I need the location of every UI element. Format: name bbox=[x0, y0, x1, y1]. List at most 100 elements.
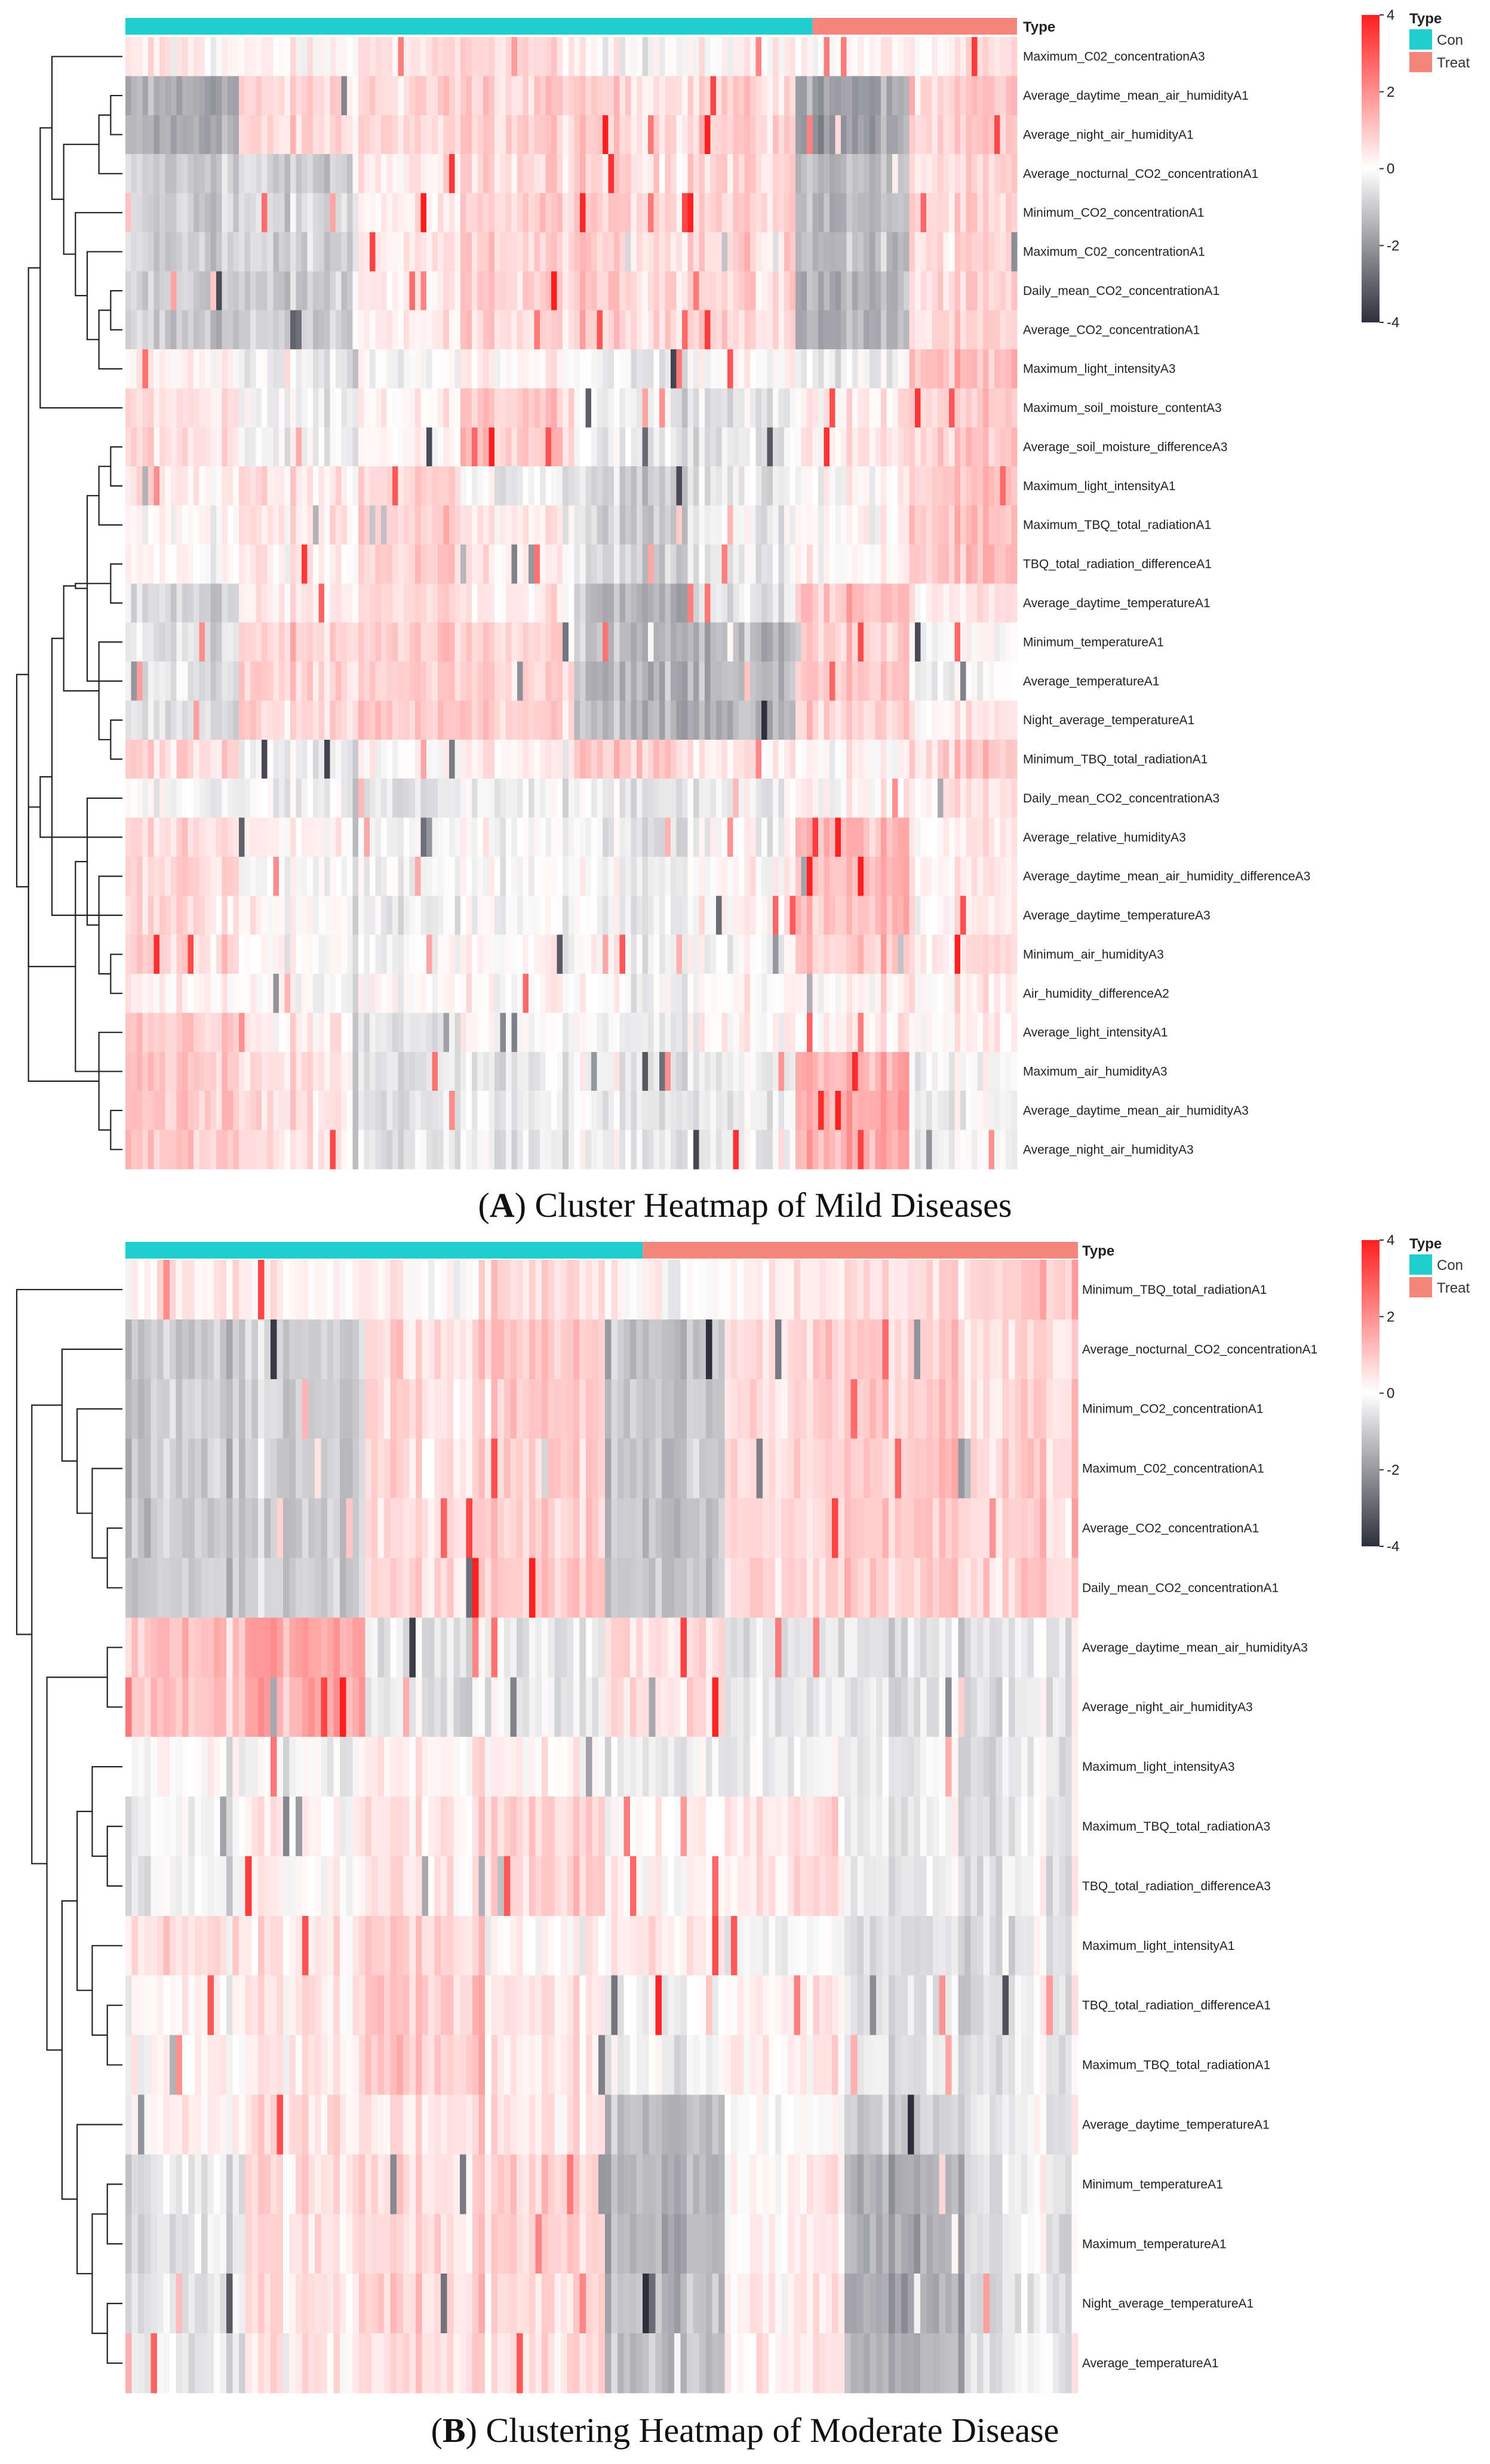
heatmap-cell bbox=[954, 1013, 961, 1053]
heatmap-cell bbox=[386, 154, 393, 194]
heatmap-cell bbox=[631, 271, 637, 311]
heatmap-cell bbox=[398, 974, 404, 1014]
heatmap-cell bbox=[262, 76, 268, 116]
heatmap-cell bbox=[414, 662, 422, 702]
heatmap-cell bbox=[795, 974, 802, 1014]
heatmap-cell bbox=[346, 1051, 353, 1091]
heatmap-cell bbox=[352, 427, 359, 467]
heatmap-cell bbox=[613, 427, 620, 467]
heatmap-cell bbox=[937, 505, 944, 545]
heatmap-cell bbox=[489, 934, 495, 974]
heatmap-cell bbox=[807, 856, 813, 896]
heatmap-cell bbox=[386, 193, 393, 233]
heatmap-cell bbox=[869, 505, 875, 545]
heatmap-cell bbox=[858, 974, 864, 1014]
heatmap-cell bbox=[693, 37, 700, 76]
heatmap-cell bbox=[977, 662, 984, 702]
heatmap-cell bbox=[801, 856, 807, 896]
heatmap-cell bbox=[932, 76, 938, 116]
heatmap-cell bbox=[903, 232, 910, 272]
heatmap-cell bbox=[239, 700, 245, 740]
heatmap-cell bbox=[318, 76, 325, 116]
heatmap-cell bbox=[864, 466, 870, 506]
heatmap-cell bbox=[352, 856, 359, 896]
heatmap-cell bbox=[830, 115, 836, 155]
dendrogram-link bbox=[75, 212, 122, 297]
heatmap-cell bbox=[318, 427, 325, 467]
heatmap-cell bbox=[228, 700, 234, 740]
heatmap-cell bbox=[364, 76, 370, 116]
heatmap-cell bbox=[812, 388, 819, 428]
heatmap-cell bbox=[131, 622, 137, 662]
heatmap-cell bbox=[375, 154, 382, 194]
heatmap-cell bbox=[710, 232, 717, 272]
heatmap-cell bbox=[392, 896, 399, 936]
heatmap-cell bbox=[358, 1260, 365, 1320]
heatmap-cell bbox=[414, 427, 422, 467]
heatmap-cell bbox=[233, 779, 239, 819]
heatmap-cell bbox=[409, 896, 416, 936]
heatmap-cell bbox=[352, 1051, 359, 1091]
heatmap-cell bbox=[602, 271, 609, 311]
heatmap-cell bbox=[988, 739, 995, 779]
heatmap-cell bbox=[659, 232, 666, 272]
heatmap-cell bbox=[727, 466, 734, 506]
heatmap-cell bbox=[375, 1051, 382, 1091]
heatmap-cell bbox=[767, 544, 773, 584]
heatmap-cell bbox=[472, 1260, 480, 1320]
heatmap-cell bbox=[920, 388, 927, 428]
heatmap-cell bbox=[205, 662, 211, 702]
heatmap-cell bbox=[494, 1091, 501, 1131]
heatmap-cell bbox=[398, 622, 404, 662]
heatmap-cell bbox=[932, 193, 938, 233]
heatmap-cell bbox=[341, 193, 348, 233]
heatmap-cell bbox=[312, 662, 319, 702]
heatmap-cell bbox=[472, 739, 478, 779]
heatmap-cell bbox=[205, 583, 211, 623]
heatmap-cell bbox=[392, 700, 399, 740]
heatmap-cell bbox=[341, 817, 348, 857]
heatmap-cell bbox=[267, 1130, 274, 1170]
heatmap-cell bbox=[256, 779, 262, 819]
heatmap-cell bbox=[159, 544, 166, 584]
heatmap-cell bbox=[392, 115, 399, 155]
heatmap-cell bbox=[517, 739, 524, 779]
heatmap-cell bbox=[251, 1319, 259, 1380]
heatmap-cell bbox=[591, 193, 597, 233]
heatmap-cell bbox=[222, 817, 228, 857]
heatmap-cell bbox=[511, 700, 518, 740]
heatmap-cell bbox=[307, 1051, 314, 1091]
heatmap-cell bbox=[801, 193, 807, 233]
heatmap-cell bbox=[693, 505, 700, 545]
heatmap-cell bbox=[159, 779, 166, 819]
heatmap-cell bbox=[472, 622, 478, 662]
heatmap-cell bbox=[454, 76, 461, 116]
heatmap-cell bbox=[642, 817, 649, 857]
heatmap-cell bbox=[420, 271, 427, 311]
heatmap-cell bbox=[341, 271, 348, 311]
heatmap-cell bbox=[727, 622, 734, 662]
heatmap-cell bbox=[773, 700, 779, 740]
heatmap-cell bbox=[233, 974, 239, 1014]
heatmap-cell bbox=[903, 622, 910, 662]
heatmap-cell bbox=[687, 544, 694, 584]
heatmap-cell bbox=[715, 37, 723, 76]
heatmap-cell bbox=[858, 310, 864, 350]
heatmap-cell bbox=[761, 1130, 768, 1170]
heatmap-cell bbox=[841, 349, 847, 389]
panel-a-row-label: Maximum_air_humidityA3 bbox=[1023, 1065, 1168, 1079]
heatmap-cell bbox=[982, 934, 990, 974]
heatmap-cell bbox=[369, 1051, 376, 1091]
heatmap-cell bbox=[597, 232, 603, 272]
heatmap-cell bbox=[903, 37, 910, 76]
heatmap-cell bbox=[579, 856, 586, 896]
heatmap-cell bbox=[966, 583, 972, 623]
heatmap-cell bbox=[977, 817, 984, 857]
heatmap-cell bbox=[278, 427, 285, 467]
heatmap-cell bbox=[312, 1051, 319, 1091]
dendrogram-link bbox=[98, 875, 122, 975]
heatmap-cell bbox=[909, 154, 915, 194]
heatmap-cell bbox=[835, 662, 841, 702]
heatmap-cell bbox=[324, 779, 330, 819]
heatmap-cell bbox=[636, 37, 643, 76]
